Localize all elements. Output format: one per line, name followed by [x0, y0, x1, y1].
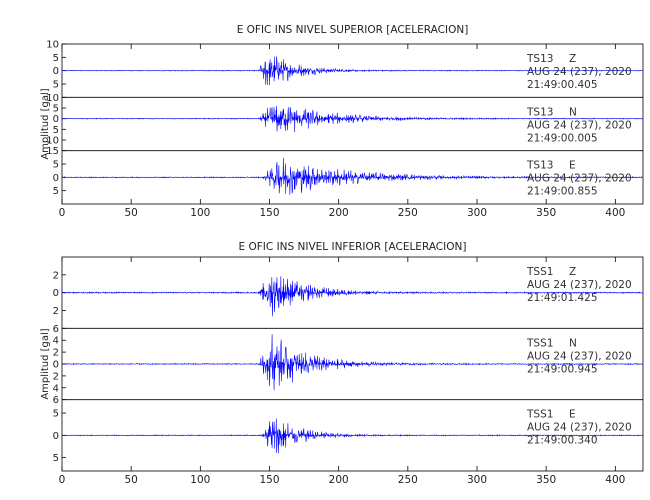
station-label: TSS1	[526, 337, 553, 349]
x-tick-label: 150	[259, 207, 279, 219]
x-tick-label: 300	[467, 474, 487, 486]
y-tick-label: 4	[53, 336, 59, 347]
date-label: AUG 24 (237), 2020	[527, 279, 632, 291]
y-tick-label: 5	[53, 125, 59, 136]
waveform-line	[61, 276, 644, 317]
x-tick-label: 200	[329, 474, 349, 486]
x-tick-label: 200	[329, 207, 349, 219]
chart-panel-2: E OFIC INS NIVEL INFERIOR [ACELERACION] A…	[40, 241, 644, 486]
x-tick-label: 300	[467, 207, 487, 219]
station-label: TS13	[526, 53, 553, 65]
x-tick-label: 400	[605, 207, 625, 219]
chart-title: E OFIC INS NIVEL INFERIOR [ACELERACION]	[239, 241, 467, 253]
y-tick-label: 0	[53, 431, 59, 442]
y-tick-label: 5	[53, 186, 59, 197]
x-tick-label: 0	[59, 474, 66, 486]
component-label: Z	[569, 53, 576, 65]
time-label: 21:49:00.405	[527, 79, 598, 91]
y-tick-label: 10	[46, 136, 59, 147]
time-label: 21:49:00.855	[527, 186, 598, 198]
y-tick-label: 5	[53, 53, 59, 64]
date-label: AUG 24 (237), 2020	[527, 173, 632, 185]
date-label: AUG 24 (237), 2020	[527, 350, 632, 362]
time-label: 21:49:00.945	[527, 363, 598, 375]
y-tick-label: 0	[53, 288, 59, 299]
y-tick-label: 2	[53, 371, 59, 382]
station-label: TS13	[526, 106, 553, 118]
date-label: AUG 24 (237), 2020	[527, 119, 632, 131]
y-tick-label: 15	[46, 146, 59, 157]
station-label: TSS1	[526, 266, 553, 278]
time-label: 21:49:01.425	[527, 292, 598, 304]
y-axis-label: Amplitud [gal]	[40, 328, 51, 399]
waveform-line	[61, 334, 643, 391]
y-axis-label: Amplitud [gal]	[40, 88, 51, 159]
waveform-line	[61, 157, 644, 195]
y-tick-label: 5	[53, 409, 59, 420]
y-tick-label: 10	[46, 40, 59, 51]
x-tick-label: 100	[190, 207, 210, 219]
waveform-line	[61, 418, 643, 454]
date-label: AUG 24 (237), 2020	[527, 422, 632, 434]
x-tick-label: 150	[259, 474, 279, 486]
y-tick-label: 5	[53, 80, 59, 91]
x-tick-label: 50	[124, 207, 137, 219]
y-tick-label: 0	[53, 360, 59, 371]
component-label: N	[569, 337, 577, 349]
y-tick-label: 6	[53, 324, 59, 335]
y-tick-label: 5	[53, 160, 59, 171]
station-label: TSS1	[526, 409, 553, 421]
component-label: E	[569, 409, 576, 421]
time-label: 21:49:00.005	[527, 132, 598, 144]
y-tick-label: 0	[53, 173, 59, 184]
component-label: N	[569, 106, 577, 118]
component-label: Z	[569, 266, 576, 278]
x-tick-label: 250	[398, 207, 418, 219]
station-label: TS13	[526, 160, 553, 172]
chart-title: E OFIC INS NIVEL SUPERIOR [ACELERACION]	[237, 24, 469, 36]
y-tick-label: 2	[53, 306, 59, 317]
y-tick-label: 10	[46, 93, 59, 104]
x-tick-label: 350	[536, 474, 556, 486]
waveform-line	[61, 56, 644, 86]
y-tick-label: 5	[53, 104, 59, 115]
y-tick-label: 2	[53, 348, 59, 359]
chart-panel-1: E OFIC INS NIVEL SUPERIOR [ACELERACION] A…	[40, 24, 644, 219]
component-label: E	[569, 160, 576, 172]
x-tick-label: 50	[124, 474, 137, 486]
waveform-line	[61, 105, 644, 133]
date-label: AUG 24 (237), 2020	[527, 66, 632, 78]
y-tick-label: 0	[53, 114, 59, 125]
x-tick-label: 0	[59, 207, 66, 219]
time-label: 21:49:00.340	[527, 435, 598, 447]
y-tick-label: 5	[53, 453, 59, 464]
y-tick-label: 2	[53, 270, 59, 281]
y-tick-label: 4	[53, 383, 59, 394]
y-tick-label: 6	[53, 395, 59, 406]
x-tick-label: 400	[605, 474, 625, 486]
plot-frame	[61, 43, 644, 205]
y-tick-label: 0	[53, 66, 59, 77]
x-tick-label: 250	[398, 474, 418, 486]
x-tick-label: 100	[190, 474, 210, 486]
x-tick-label: 350	[536, 207, 556, 219]
